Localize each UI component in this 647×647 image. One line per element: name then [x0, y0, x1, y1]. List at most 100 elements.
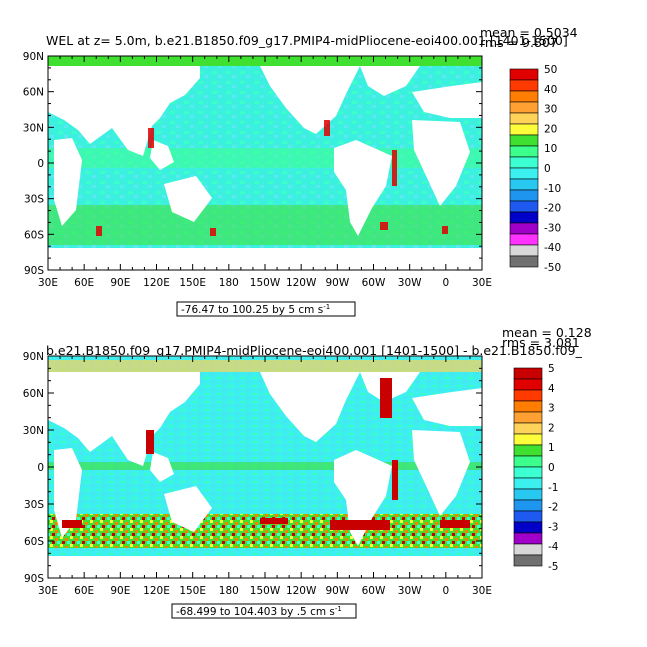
x-tick-label: 30E — [38, 277, 58, 289]
panel-top: WEL at z= 5.0m, b.e21.B1850.f09_g17.PMIP… — [23, 25, 578, 317]
y-tick-label: 30S — [24, 194, 44, 206]
y-tick-label: 30S — [24, 499, 44, 511]
y-tick-label: 60N — [23, 87, 44, 99]
colorbar-swatch — [509, 90, 539, 103]
colorbar: 5 4 3 2 1 0 -1 -2 -3 -4 -5 — [513, 363, 559, 573]
colorbar-label: 20 — [544, 123, 557, 135]
colorbar-swatch — [509, 255, 539, 268]
southern-ocean-band — [48, 205, 482, 245]
colorbar-swatch — [509, 244, 539, 257]
y-tick-label: 90N — [23, 51, 44, 63]
y-tick-label: 90S — [24, 573, 44, 585]
x-tick-label: 60E — [74, 585, 94, 597]
arctic-band — [48, 360, 482, 372]
x-tick-label: 0 — [442, 585, 449, 597]
colorbar-swatch — [509, 211, 539, 224]
contour-info-box — [171, 603, 357, 619]
panel-title: b.e21.B1850.f09_g17.PMIP4-midPliocene-eo… — [46, 343, 583, 358]
colorbar-swatch — [509, 156, 539, 169]
colorbar-label: -40 — [544, 242, 561, 254]
y-tick-label: 60N — [23, 388, 44, 400]
mean-label: mean = 0.5034 — [480, 25, 578, 40]
colorbar-swatch — [513, 532, 543, 545]
colorbar-swatch — [509, 222, 539, 235]
colorbar-label: 30 — [544, 104, 557, 116]
x-tick-label: 30E — [38, 585, 58, 597]
x-tick-label: 30W — [398, 277, 422, 289]
colorbar-label: 1 — [548, 442, 555, 454]
colorbar-swatch — [513, 422, 543, 435]
colorbar-swatch — [513, 466, 543, 479]
y-axis: 90N 60N 30N 0 30S 60S 90S — [23, 351, 482, 585]
colorbar-swatch — [509, 68, 539, 81]
y-tick-label: 30N — [23, 122, 44, 134]
x-axis: 30E 60E 90E 120E 150E 180 150W 120W 90W 60W 30W 0 30… — [38, 56, 492, 289]
colorbar-swatch — [509, 189, 539, 202]
colorbar-label: 2 — [548, 422, 555, 434]
y-tick-label: 30N — [23, 425, 44, 437]
colorbar-swatch — [513, 499, 543, 512]
y-tick-label: 60S — [24, 536, 44, 548]
colorbar-swatch — [509, 200, 539, 213]
x-tick-label: 30E — [472, 277, 492, 289]
x-axis: 30E 60E 90E 120E 150E 180 150W 120W 90W 60W 30W 0 30… — [38, 356, 492, 597]
contour-info: -76.47 to 100.25 by 5 cm s-1 — [181, 303, 330, 316]
colorbar-label: -10 — [544, 183, 561, 195]
colorbar-label: -5 — [548, 561, 558, 573]
colorbar-swatch — [509, 178, 539, 191]
colorbar-swatch — [513, 510, 543, 523]
colorbar-swatch — [509, 79, 539, 92]
x-tick-label: 120E — [143, 585, 170, 597]
rms-label: rms = 3.081 — [502, 335, 580, 350]
colorbar-swatch — [513, 521, 543, 534]
colorbar-swatch — [509, 123, 539, 136]
x-tick-label: 180 — [219, 277, 239, 289]
y-tick-label: 90N — [23, 351, 44, 363]
contour-info-box — [176, 301, 356, 317]
colorbar-swatch — [513, 411, 543, 424]
colorbar-label: -20 — [544, 203, 561, 215]
x-tick-label: 90W — [325, 277, 349, 289]
x-tick-label: 30E — [472, 585, 492, 597]
colorbar-swatch — [513, 444, 543, 457]
colorbar-label: -2 — [548, 502, 558, 514]
x-tick-label: 90E — [110, 277, 130, 289]
colorbar-swatch — [509, 134, 539, 147]
rms-label: rms = 9.807 — [480, 35, 558, 50]
colorbar-swatch — [509, 145, 539, 158]
colorbar-label: -30 — [544, 222, 561, 234]
colorbar-label: 3 — [548, 403, 555, 415]
x-tick-label: 60E — [74, 277, 94, 289]
map-field — [48, 356, 482, 578]
colorbar-swatch — [513, 477, 543, 490]
mean-label: mean = 0.128 — [502, 325, 592, 340]
colorbar-label: -3 — [548, 521, 558, 533]
y-tick-label: 90S — [24, 265, 44, 277]
colorbar-swatch — [509, 233, 539, 246]
map-field — [48, 56, 482, 270]
y-tick-label: 0 — [37, 158, 44, 170]
colorbar-swatch — [513, 554, 543, 567]
colorbar-swatch — [513, 543, 543, 556]
colorbar-swatch — [509, 101, 539, 114]
colorbar-label: 5 — [548, 363, 555, 375]
continents — [48, 372, 482, 546]
colorbar-swatch — [513, 367, 543, 380]
colorbar-swatch — [509, 112, 539, 125]
continents — [48, 66, 482, 236]
x-tick-label: 150W — [250, 277, 281, 289]
colorbar-swatch — [513, 400, 543, 413]
x-tick-label: 60W — [362, 585, 386, 597]
x-tick-label: 30W — [398, 585, 422, 597]
colorbar-swatch — [513, 433, 543, 446]
equatorial-band — [48, 462, 482, 470]
colorbar-label: 0 — [544, 163, 551, 175]
colorbar-swatch — [513, 389, 543, 402]
colorbar-label: 4 — [548, 383, 555, 395]
boundary-currents — [96, 120, 448, 236]
y-tick-label: 0 — [37, 462, 44, 474]
panel-bottom: b.e21.B1850.f09_g17.PMIP4-midPliocene-eo… — [23, 325, 592, 619]
x-tick-label: 120W — [286, 585, 317, 597]
x-tick-label: 90E — [110, 585, 130, 597]
